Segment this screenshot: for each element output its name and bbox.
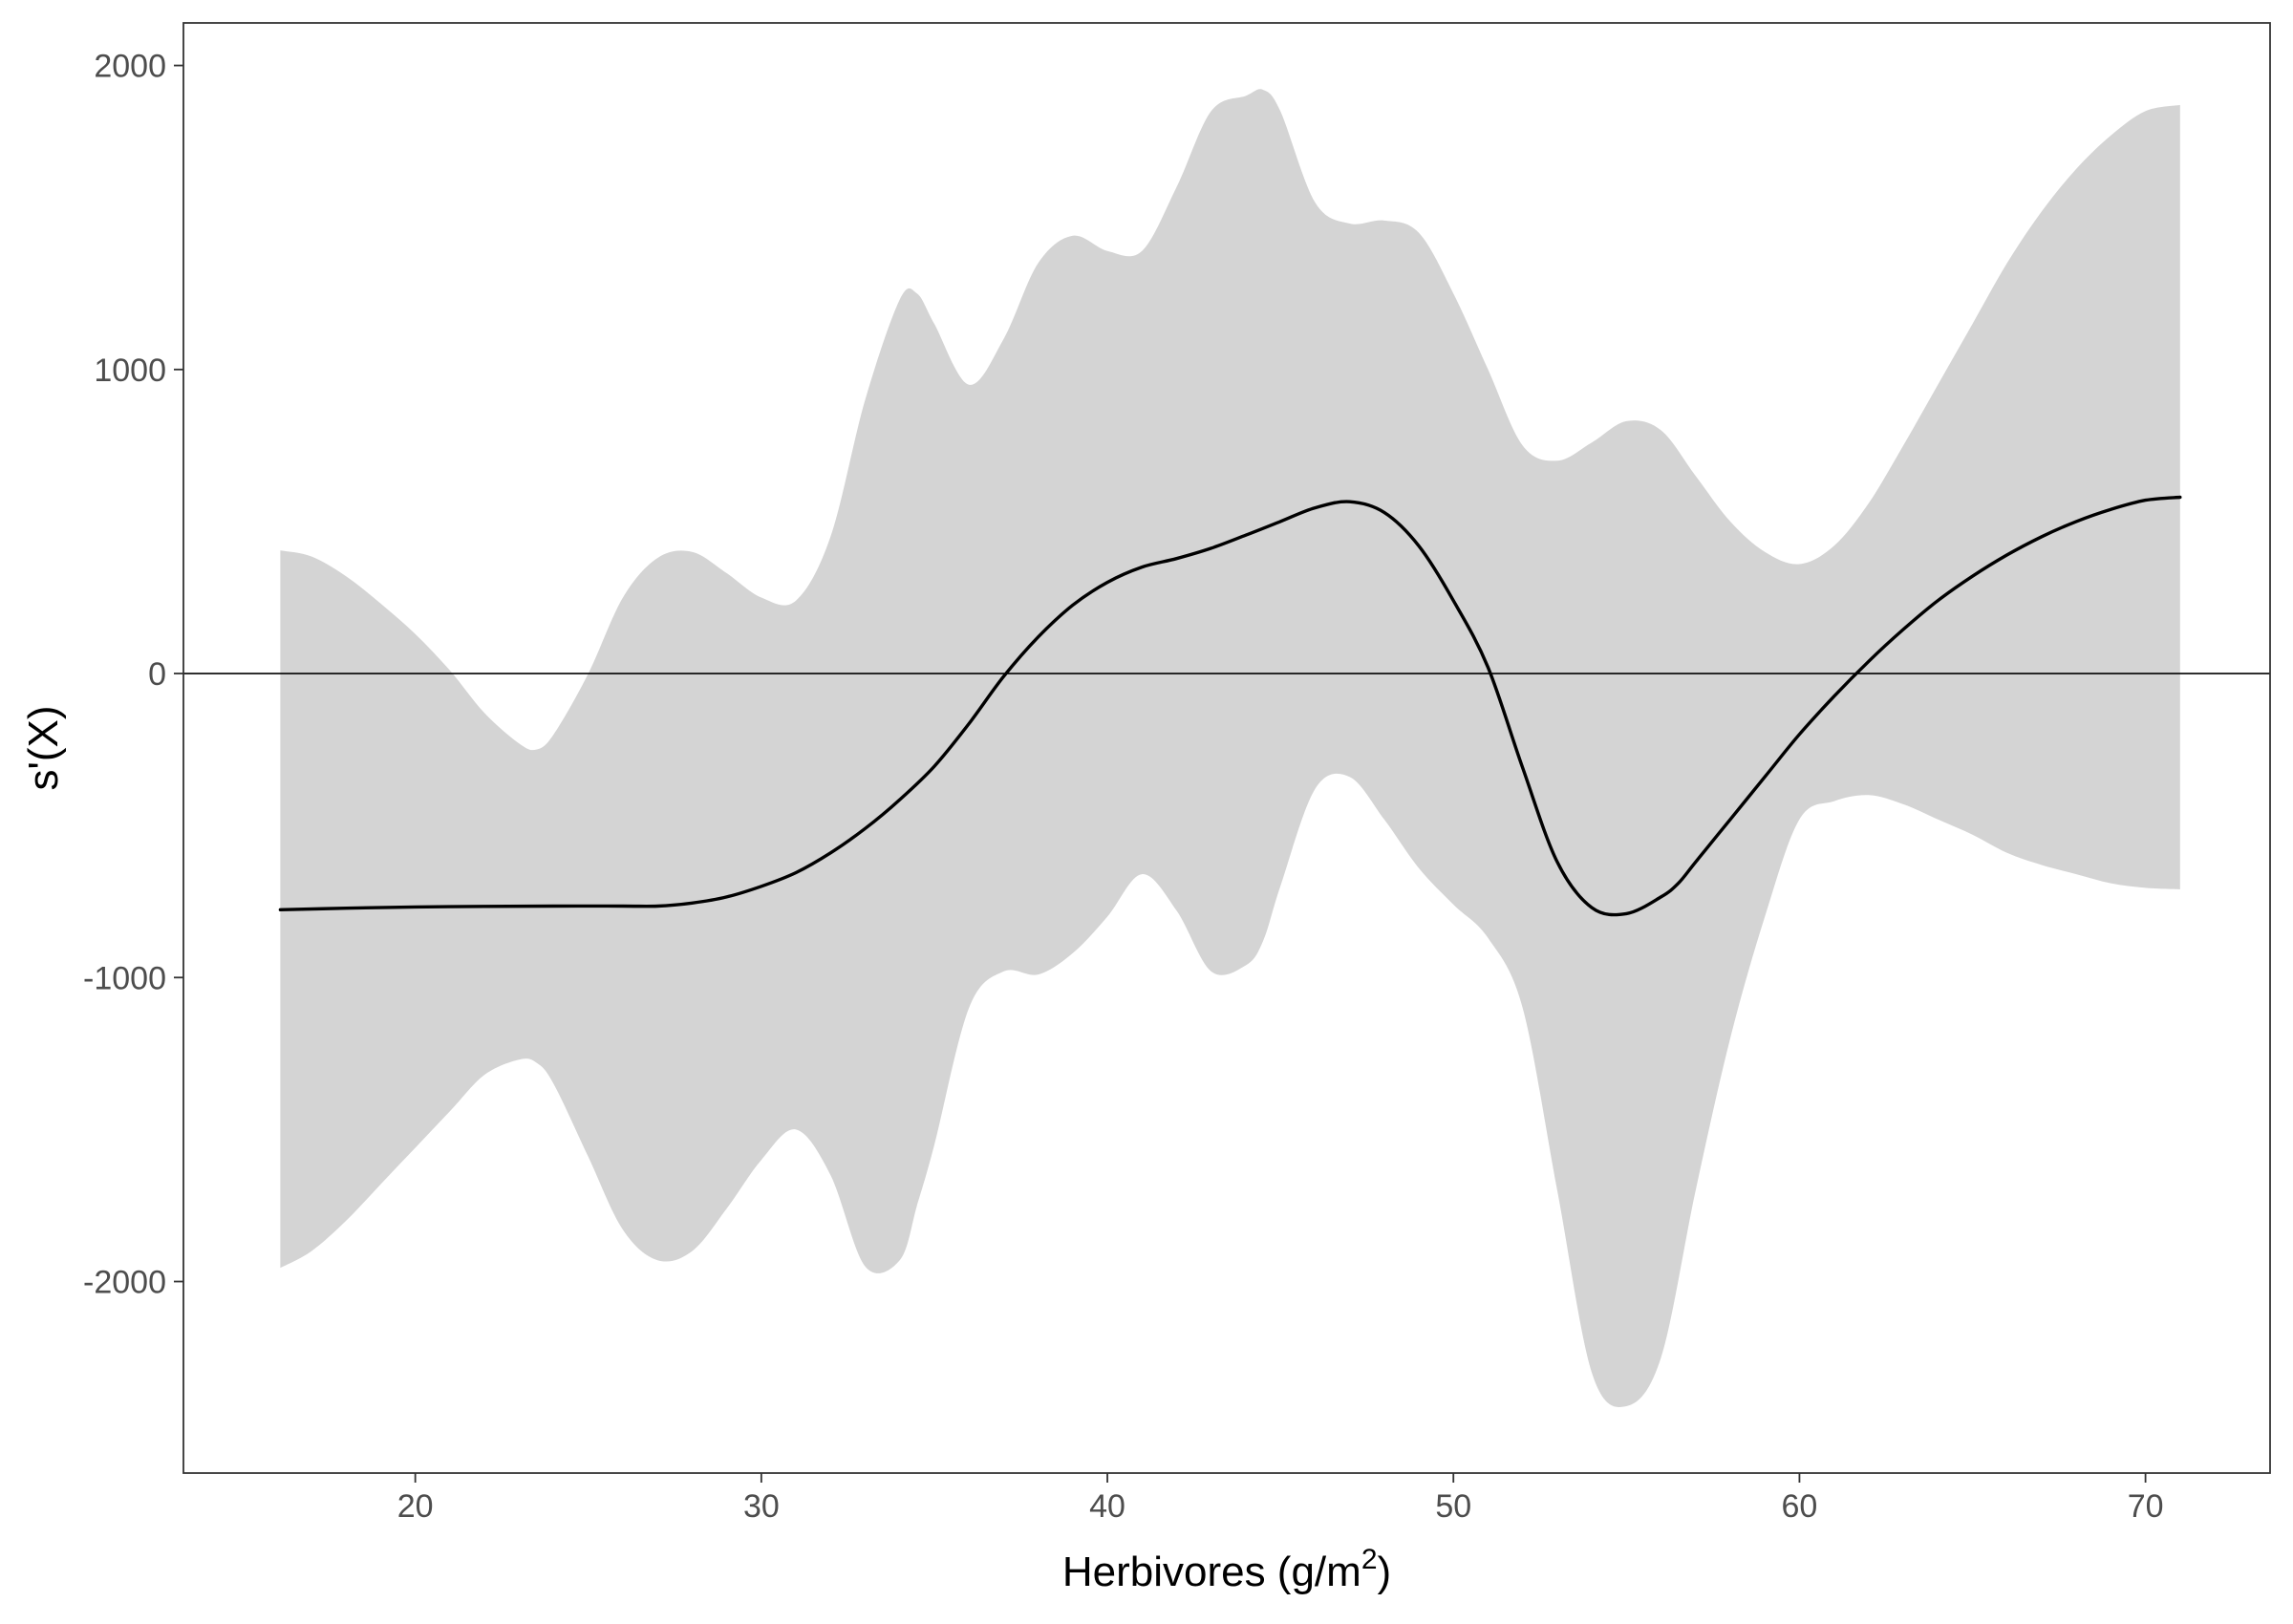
y-axis-title: s'(X) <box>20 705 67 790</box>
derivative-line <box>278 495 2182 917</box>
x-tick-label: 50 <box>1435 1488 1471 1525</box>
y-tick-label: 2000 <box>94 49 166 85</box>
x-axis-title-main: Herbivores (g/m <box>1062 1549 1361 1595</box>
x-axis-title-close: ) <box>1378 1549 1392 1595</box>
x-tick-label: 30 <box>743 1488 780 1525</box>
x-tick-label: 20 <box>397 1488 434 1525</box>
x-axis-title: Herbivores (g/m2) <box>1062 1544 1391 1595</box>
x-axis-title-superscript: 2 <box>1361 1544 1378 1575</box>
y-tick-label: 0 <box>148 656 166 693</box>
x-axis: 20 30 40 50 60 70 <box>397 1473 2164 1525</box>
panel-border <box>182 22 2271 1474</box>
y-axis: -2000 -1000 0 1000 2000 <box>83 49 183 1301</box>
y-tick-label: 1000 <box>94 353 166 389</box>
y-tick-label: -2000 <box>83 1265 166 1301</box>
x-tick-label: 60 <box>1782 1488 1818 1525</box>
confidence-band <box>280 89 2180 1407</box>
y-tick-label: -1000 <box>83 960 166 996</box>
x-tick-label: 40 <box>1089 1488 1125 1525</box>
x-tick-label: 70 <box>2128 1488 2164 1525</box>
